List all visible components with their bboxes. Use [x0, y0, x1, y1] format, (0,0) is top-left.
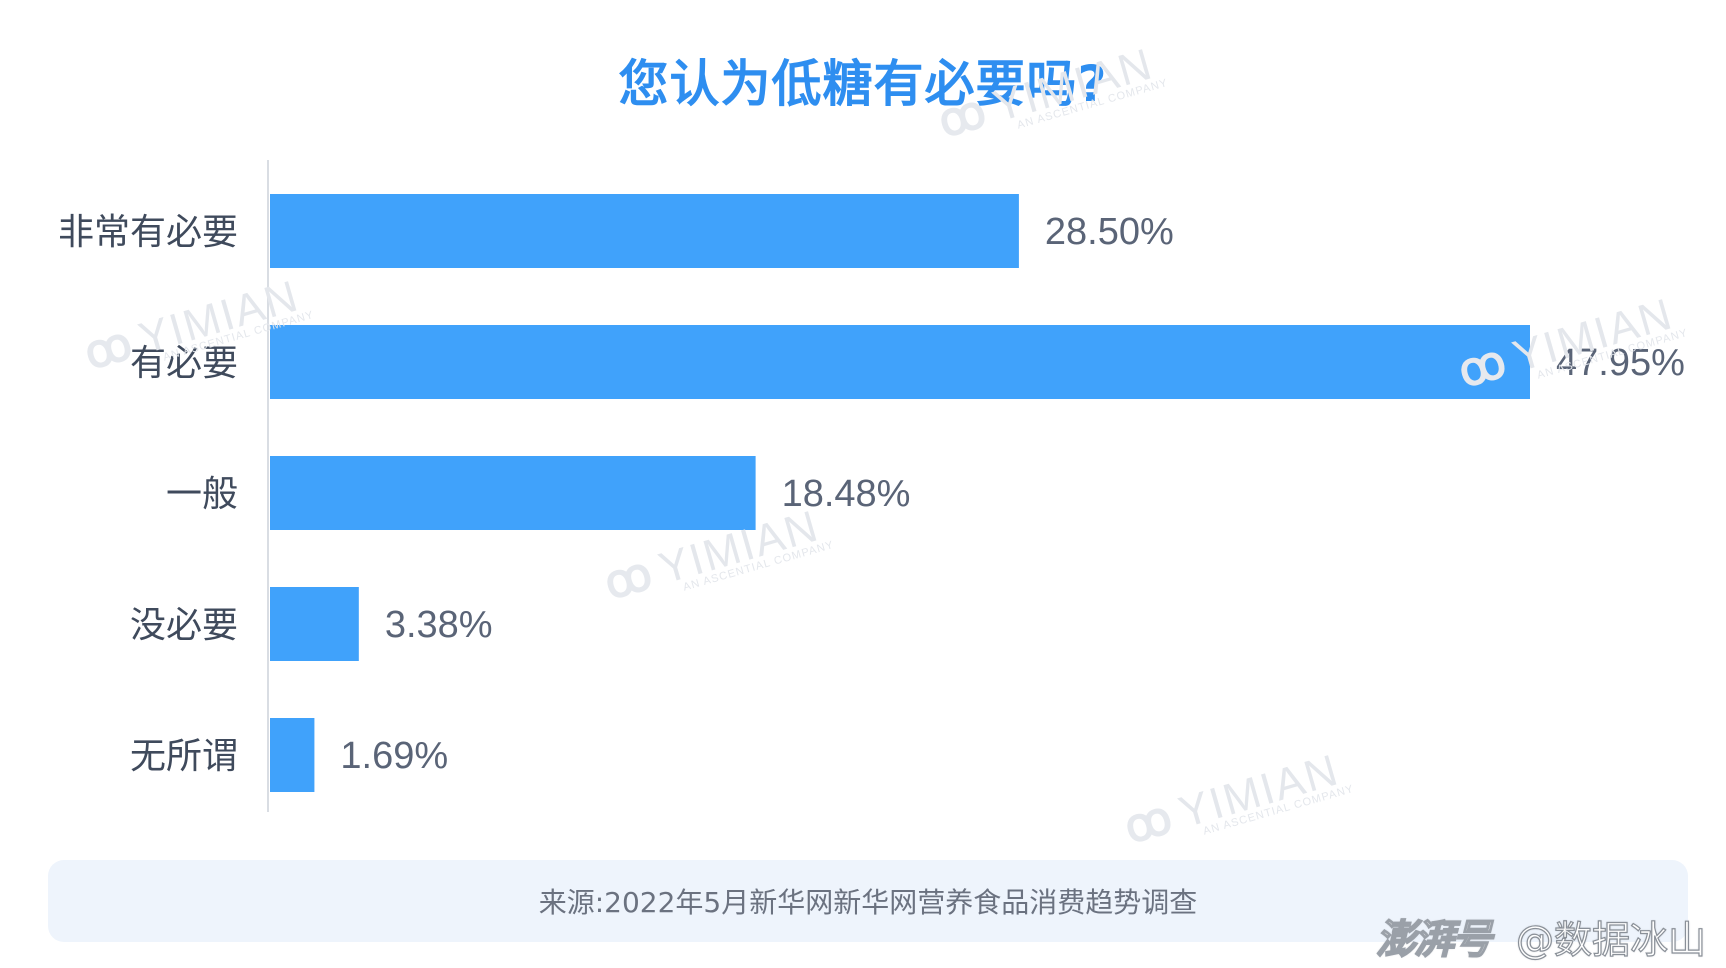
category-label: 一般 — [166, 474, 238, 515]
bar-3 — [270, 587, 359, 661]
category-label: 有必要 — [130, 343, 238, 384]
value-label: 18.48% — [782, 473, 911, 515]
bars-group — [270, 194, 1530, 792]
value-label: 47.95% — [1556, 342, 1685, 384]
bar-4 — [270, 718, 315, 792]
value-label: 3.38% — [385, 604, 493, 646]
category-label: 没必要 — [130, 605, 238, 646]
brand-logo: 澎湃号 — [1375, 916, 1493, 964]
bar-0 — [270, 194, 1019, 268]
chart-title: 您认为低糖有必要吗? — [618, 55, 1108, 113]
bar-1 — [270, 325, 1530, 399]
source-note-box: 来源:2022年5月新华网新华网营养食品消费趋势调查 — [48, 860, 1688, 942]
value-label: 1.69% — [340, 735, 448, 777]
bar-2 — [270, 456, 756, 530]
author-handle: @数据冰山 — [1515, 917, 1706, 962]
value-label: 28.50% — [1045, 211, 1174, 253]
category-label: 非常有必要 — [58, 212, 238, 253]
category-label: 无所谓 — [130, 736, 238, 777]
source-text: 来源:2022年5月新华网新华网营养食品消费趋势调查 — [538, 886, 1198, 919]
footer-brand: 澎湃号 @数据冰山 — [1375, 906, 1706, 966]
